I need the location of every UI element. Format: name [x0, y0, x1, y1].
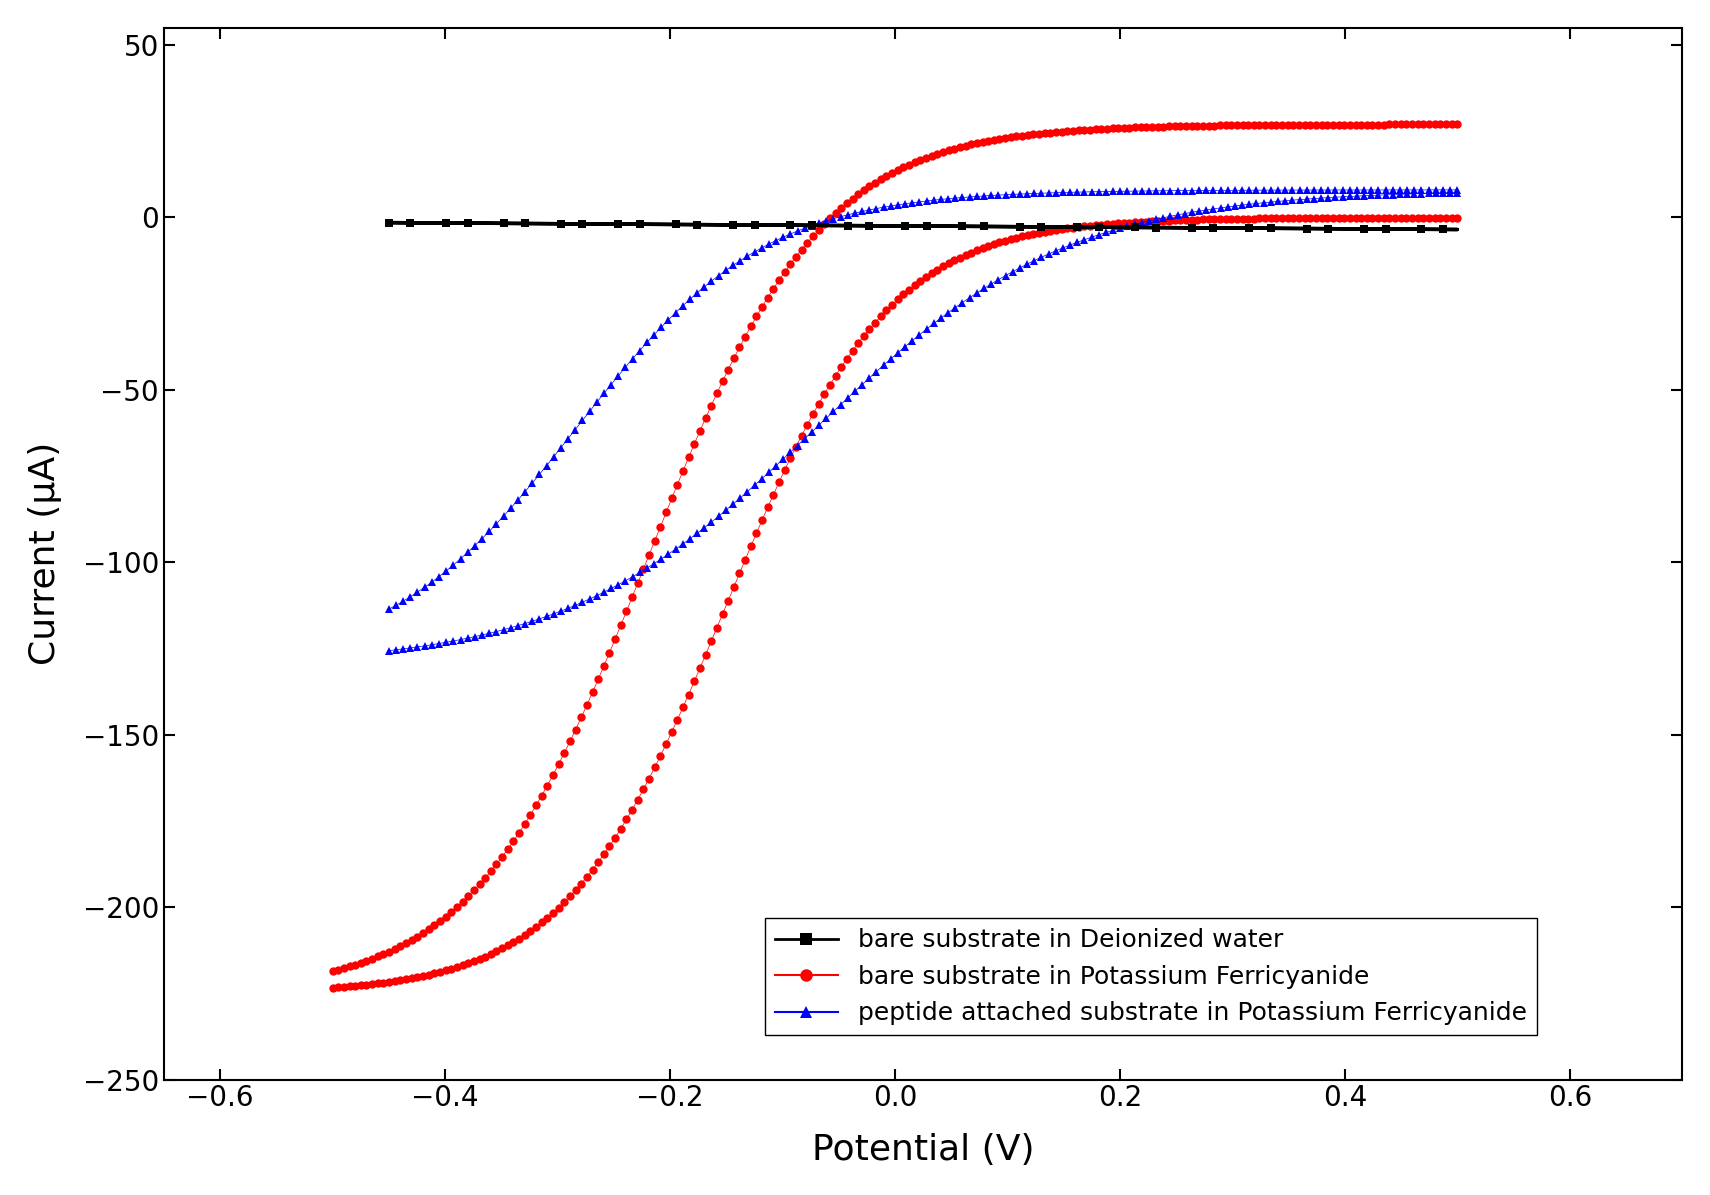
Y-axis label: Current (μA): Current (μA)	[27, 442, 62, 666]
Legend: bare substrate in Deionized water, bare substrate in Potassium Ferricyanide, pep: bare substrate in Deionized water, bare …	[764, 919, 1537, 1036]
X-axis label: Potential (V): Potential (V)	[812, 1133, 1035, 1168]
